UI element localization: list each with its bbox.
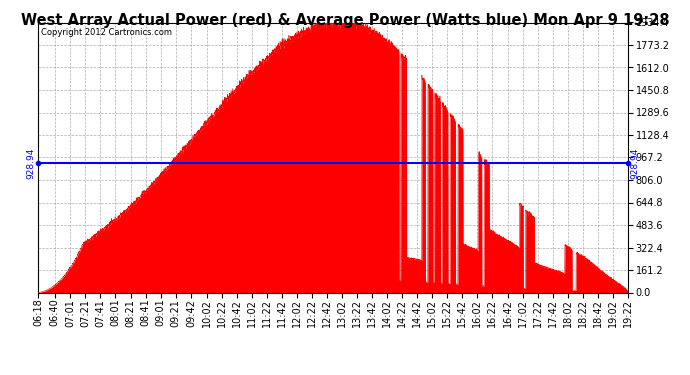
Text: West Array Actual Power (red) & Average Power (Watts blue) Mon Apr 9 19:28: West Array Actual Power (red) & Average …	[21, 13, 669, 28]
Text: 928.94: 928.94	[631, 147, 640, 178]
Text: 928.94: 928.94	[26, 147, 35, 178]
Text: Copyright 2012 Cartronics.com: Copyright 2012 Cartronics.com	[41, 28, 172, 37]
